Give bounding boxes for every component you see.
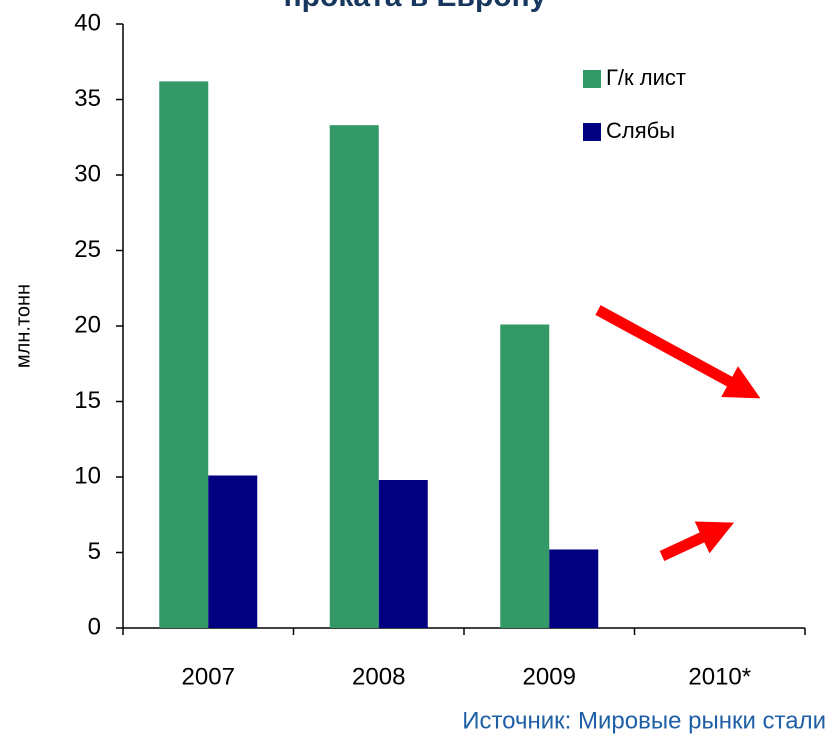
bar [159, 81, 209, 628]
y-tick-label: 5 [88, 538, 101, 565]
bar [378, 480, 428, 628]
x-tick-label: 2008 [352, 663, 405, 690]
y-tick-label: 15 [74, 387, 101, 414]
legend-swatch [583, 70, 601, 88]
x-tick-label: 2007 [182, 663, 235, 690]
bar [329, 125, 379, 629]
bar [500, 324, 550, 628]
source: Источник: Мировые рынки стали [462, 707, 826, 734]
y-tick-label: 25 [74, 236, 101, 263]
y-axis-label: млн.тонн [12, 284, 34, 368]
x-tick-label: 2010* [688, 663, 751, 690]
y-tick-label: 40 [74, 9, 101, 36]
y-tick-label: 10 [74, 462, 101, 489]
chart-title: проката в Европу [284, 0, 547, 13]
arrow [659, 521, 734, 561]
legend-label: Слябы [606, 118, 675, 143]
bar [549, 549, 599, 628]
y-tick-label: 35 [74, 85, 101, 112]
y-tick-label: 30 [74, 160, 101, 187]
legend-label: Г/к лист [606, 65, 686, 90]
legend-swatch [583, 123, 601, 141]
arrow [595, 305, 761, 399]
y-tick-label: 0 [88, 613, 101, 640]
y-tick-label: 20 [74, 311, 101, 338]
bar [208, 475, 258, 628]
x-tick-label: 2009 [523, 663, 576, 690]
